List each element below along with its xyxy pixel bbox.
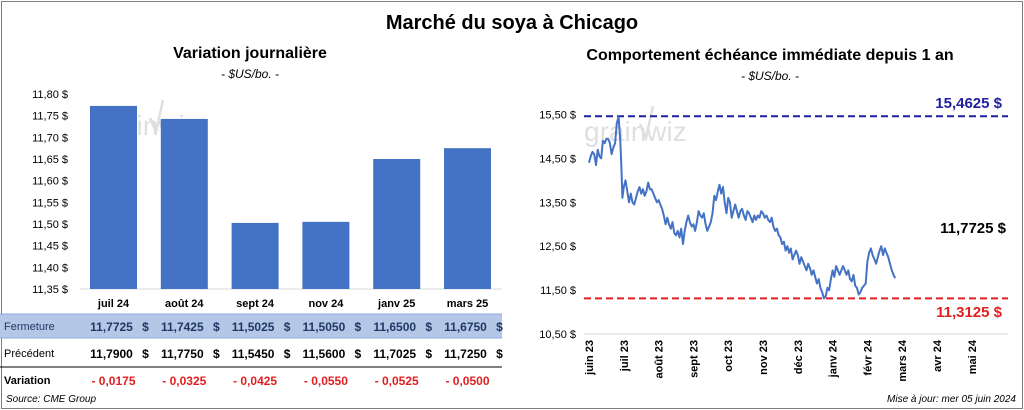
previous-value: 11,7900 [90, 347, 133, 361]
y-tick-label: 11,35 $ [32, 284, 68, 296]
category-label: juil 24 [97, 298, 130, 310]
x-tick-label: nov 23 [758, 340, 770, 375]
update-note: Mise à jour: mer 05 juin 2024 [887, 394, 1016, 405]
y-tick-label: 11,55 $ [32, 197, 68, 209]
main-title: Marché du soya à Chicago [385, 12, 639, 34]
line-chart-subtitle: - $US/bo. - [740, 69, 800, 83]
line-chart-title: Comportement échéance immédiate depuis 1… [586, 47, 954, 64]
x-tick-label: déc 23 [793, 340, 805, 374]
bar [90, 105, 137, 290]
closing-value: 11,7425 [161, 320, 204, 334]
line-chart: grainwiz 10,50 $ 11,50 $ 12,50 $ 13,50 $ 14,… [539, 95, 1008, 382]
bar-chart-category-labels: juil 24 août 24 sept 24 nov 24 janv 25 mars 2… [97, 298, 488, 310]
category-label: janv 25 [377, 298, 415, 310]
category-label: mars 25 [447, 298, 489, 310]
change-value: - 0,0175 [91, 374, 135, 388]
currency-symbol: $ [284, 347, 291, 361]
currency-symbol: $ [425, 347, 432, 361]
category-label: août 24 [165, 298, 204, 310]
last-value-label: 11,7725 $ [940, 220, 1007, 237]
y-tick-label: 14,50 $ [539, 153, 576, 165]
y-tick-label: 11,50 $ [32, 219, 68, 231]
y-tick-label: 11,60 $ [32, 176, 68, 188]
watermark-logo: grainwiz [584, 105, 687, 147]
currency-symbol: $ [425, 320, 432, 334]
closing-value: 11,7725 [90, 320, 133, 334]
y-tick-label: 13,50 $ [539, 197, 576, 209]
closing-value: 11,5050 [303, 320, 346, 334]
low-value-label: 11,3125 $ [936, 304, 1003, 321]
currency-symbol: $ [284, 320, 291, 334]
bar [373, 159, 421, 289]
x-tick-label: août 23 [654, 340, 666, 379]
y-tick-label: 11,75 $ [32, 111, 68, 123]
y-tick-label: 11,45 $ [32, 241, 68, 253]
change-value: - 0,0425 [233, 374, 277, 388]
x-tick-label: oct 23 [723, 340, 735, 372]
currency-symbol: $ [496, 320, 503, 334]
x-tick-label: juil 23 [619, 340, 631, 372]
bar [160, 118, 208, 290]
bar-chart-y-axis: 11,35 $ 11,40 $ 11,45 $ 11,50 $ 11,55 $ 11,60… [32, 89, 68, 296]
bar [231, 222, 279, 289]
x-tick-label: avr 24 [932, 339, 944, 372]
x-tick-label: févr 24 [862, 339, 874, 375]
source-note: Source: CME Group [6, 394, 97, 405]
bar-chart-title: Variation journalière [173, 45, 327, 62]
line-chart-y-axis: 10,50 $ 11,50 $ 12,50 $ 13,50 $ 14,50 $ 15,50… [539, 110, 576, 341]
currency-symbol: $ [355, 347, 362, 361]
x-tick-label: sept 23 [688, 340, 700, 378]
currency-symbol: $ [213, 320, 220, 334]
y-tick-label: 11,50 $ [540, 285, 576, 297]
y-tick-label: 15,50 $ [539, 110, 576, 122]
bar-chart: grainwiz 11,35 $11,40 $11,45 $11,50 $11,… [0, 89, 503, 388]
closing-value: 11,5025 [232, 320, 275, 334]
price-table: 11,7725 $11,7900 $ - 0,0175 11,7425 $11,7750 $… [90, 320, 503, 388]
watermark-text: grainwiz [584, 116, 687, 147]
previous-value: 11,5450 [232, 347, 275, 361]
currency-symbol: $ [355, 320, 362, 334]
bar [302, 221, 350, 289]
x-tick-label: janv 24 [828, 339, 840, 378]
y-tick-label: 12,50 $ [539, 241, 576, 253]
change-row-label: Variation [4, 375, 51, 387]
currency-symbol: $ [142, 320, 149, 334]
price-series-line [588, 115, 897, 300]
x-tick-label: juin 23 [584, 340, 596, 376]
line-chart-x-tick-labels: juin 23 juil 23 août 23 sept 23 oct 23 nov 23… [584, 339, 979, 381]
category-label: sept 24 [236, 298, 275, 310]
currency-symbol: $ [213, 347, 220, 361]
currency-symbol: $ [142, 347, 149, 361]
previous-value: 11,5600 [303, 347, 346, 361]
currency-symbol: $ [496, 347, 503, 361]
closing-value: 11,6500 [373, 320, 416, 334]
y-tick-label: 10,50 $ [539, 329, 576, 341]
x-tick-label: mars 24 [897, 339, 909, 381]
change-value: - 0,0550 [304, 374, 348, 388]
y-tick-label: 11,40 $ [32, 262, 68, 274]
y-tick-label: 11,70 $ [32, 132, 68, 144]
bar [444, 148, 491, 289]
y-tick-label: 11,65 $ [32, 154, 68, 166]
closing-row-background [0, 314, 502, 338]
bar-series [90, 105, 491, 290]
previous-value: 11,7025 [373, 347, 416, 361]
previous-value: 11,7250 [444, 347, 487, 361]
previous-row-label: Précédent [4, 348, 54, 360]
category-label: nov 24 [308, 298, 344, 310]
closing-row-label: Fermeture [4, 321, 55, 333]
y-tick-label: 11,80 $ [32, 89, 68, 101]
previous-value: 11,7750 [161, 347, 204, 361]
closing-value: 11,6750 [444, 320, 487, 334]
x-tick-label: mai 24 [967, 339, 979, 374]
high-value-label: 15,4625 $ [935, 95, 1002, 112]
bar-chart-subtitle: - $US/bo. - [220, 67, 280, 81]
change-value: - 0,0525 [375, 374, 419, 388]
change-value: - 0,0500 [445, 374, 489, 388]
change-value: - 0,0325 [162, 374, 206, 388]
